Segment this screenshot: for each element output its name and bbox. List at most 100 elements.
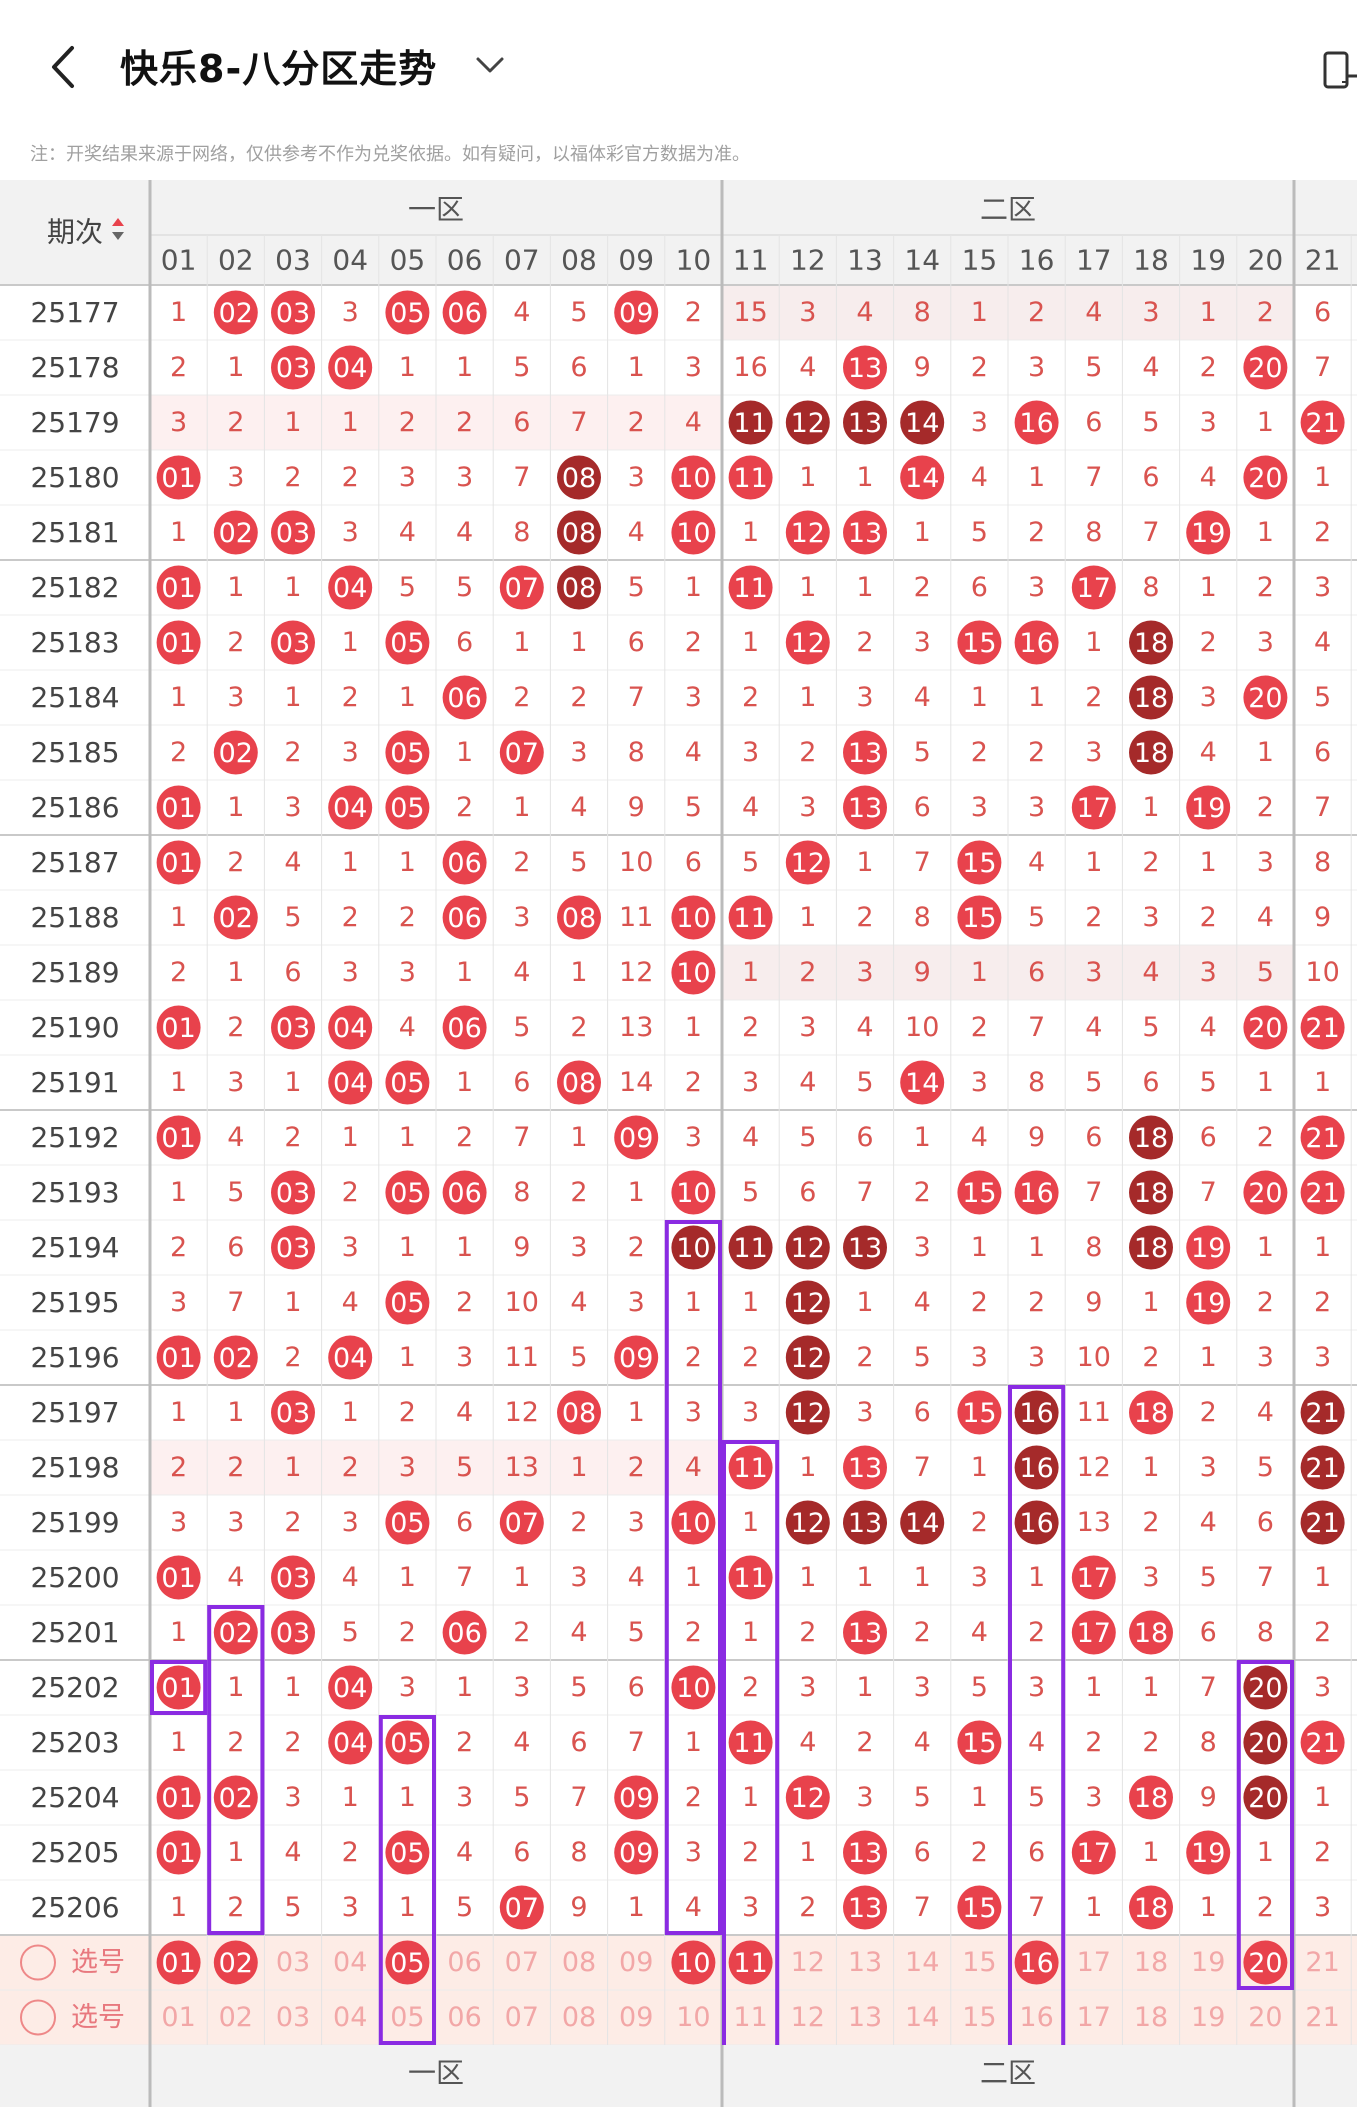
hit-number: 12 [791,1398,825,1429]
select-number[interactable]: 09 [619,1947,653,1978]
select-number[interactable]: 07 [505,2002,539,2033]
selected-number[interactable]: 20 [1248,1948,1282,1979]
miss-count: 2 [1314,1837,1331,1868]
miss-count: 4 [856,297,873,328]
miss-count: 5 [1142,1012,1159,1043]
select-number[interactable]: 15 [962,2002,996,2033]
selected-ball[interactable] [728,1940,773,1985]
miss-count: 2 [856,902,873,933]
select-number[interactable]: 19 [1191,2002,1225,2033]
select-number[interactable]: 12 [791,2002,825,2033]
miss-count: 7 [1028,1012,1045,1043]
selected-number[interactable]: 02 [219,1948,253,1979]
select-number[interactable]: 13 [848,1947,882,1978]
miss-count: 2 [799,1617,816,1648]
chevron-left-icon[interactable] [44,42,84,92]
miss-count: 4 [1200,1507,1217,1538]
hit-ball [957,1390,1002,1435]
hit-number: 19 [1191,1233,1225,1264]
select-number[interactable]: 13 [848,2002,882,2033]
hit-number: 11 [733,463,767,494]
hit-ball [213,290,258,335]
hit-ball [957,1170,1002,1215]
select-number[interactable]: 06 [447,1947,481,1978]
miss-count: 3 [1200,1452,1217,1483]
select-number[interactable]: 08 [562,1947,596,1978]
selected-number[interactable]: 11 [733,1948,767,1979]
hit-number: 05 [390,1838,424,1869]
hit-number: 20 [1248,1783,1282,1814]
select-number[interactable]: 21 [1305,1947,1339,1978]
select-number[interactable]: 01 [161,2002,195,2033]
miss-count: 2 [971,737,988,768]
hit-ball [442,675,487,720]
select-radio-icon[interactable] [20,1999,56,2036]
sort-up-down-icon[interactable] [112,218,124,226]
hit-ball [271,1170,315,1215]
select-number[interactable]: 14 [905,1947,939,1978]
hit-number: 19 [1191,793,1225,824]
select-number[interactable]: 08 [562,2002,596,2033]
selected-number[interactable]: 10 [676,1948,710,1979]
miss-count: 1 [1314,1067,1331,1098]
chevron-down-icon[interactable] [472,50,508,80]
select-number[interactable]: 05 [390,2002,424,2033]
streak-highlight-box [664,1220,722,1935]
hit-number: 13 [848,1453,882,1484]
select-number[interactable]: 15 [962,1947,996,1978]
tablet-icon[interactable] [1322,50,1357,90]
hit-ball [728,1555,773,1600]
miss-count: 5 [342,1617,359,1648]
hit-number: 03 [276,1618,310,1649]
hit-ball [843,1445,887,1490]
miss-count: 1 [399,1892,416,1923]
select-number[interactable]: 18 [1134,1947,1168,1978]
select-number[interactable]: 11 [733,2002,767,2033]
select-number[interactable]: 10 [676,2002,710,2033]
selected-ball[interactable] [1243,1940,1288,1985]
select-number[interactable]: 20 [1248,2002,1282,2033]
selected-number[interactable]: 16 [1019,1948,1053,1979]
miss-count: 1 [1142,1452,1159,1483]
miss-count: 5 [399,572,416,603]
miss-count: 3 [685,352,702,383]
select-number[interactable]: 03 [276,2002,310,2033]
selected-number[interactable]: 01 [161,1948,195,1979]
miss-count: 9 [1200,1782,1217,1813]
select-number[interactable]: 17 [1077,1947,1111,1978]
select-number[interactable]: 04 [333,1947,367,1978]
select-number[interactable]: 06 [447,2002,481,2033]
selected-ball[interactable] [1014,1940,1059,1985]
select-number[interactable]: 09 [619,2002,653,2033]
select-number[interactable]: 04 [333,2002,367,2033]
selected-ball[interactable] [156,1940,201,1985]
miss-count: 3 [971,1067,988,1098]
select-number[interactable]: 17 [1077,2002,1111,2033]
miss-count: 1 [742,957,759,988]
select-number[interactable]: 21 [1305,2002,1339,2033]
miss-count: 3 [1314,1342,1331,1373]
selected-ball[interactable] [671,1940,716,1985]
select-number[interactable]: 02 [219,2002,253,2033]
selected-ball[interactable] [213,1940,258,1985]
selected-ball[interactable] [385,1940,430,1985]
hit-ball [1186,510,1231,555]
miss-count: 1 [1085,1892,1102,1923]
select-number[interactable]: 12 [791,1947,825,1978]
select-number[interactable]: 07 [505,1947,539,1978]
select-radio-icon[interactable] [20,1944,56,1981]
miss-count: 1 [399,1122,416,1153]
hit-number: 20 [1248,1013,1282,1044]
selected-number[interactable]: 05 [390,1948,424,1979]
select-number[interactable]: 16 [1019,2002,1053,2033]
miss-count: 1 [628,1892,645,1923]
hit-number: 04 [333,1068,367,1099]
miss-count: 1 [456,1672,473,1703]
select-number[interactable]: 03 [276,1947,310,1978]
miss-count: 1 [170,1892,187,1923]
select-number[interactable]: 19 [1191,1947,1225,1978]
select-number[interactable]: 14 [905,2002,939,2033]
hit-number: 02 [219,903,253,934]
select-number[interactable]: 18 [1134,2002,1168,2033]
miss-count: 1 [742,517,759,548]
